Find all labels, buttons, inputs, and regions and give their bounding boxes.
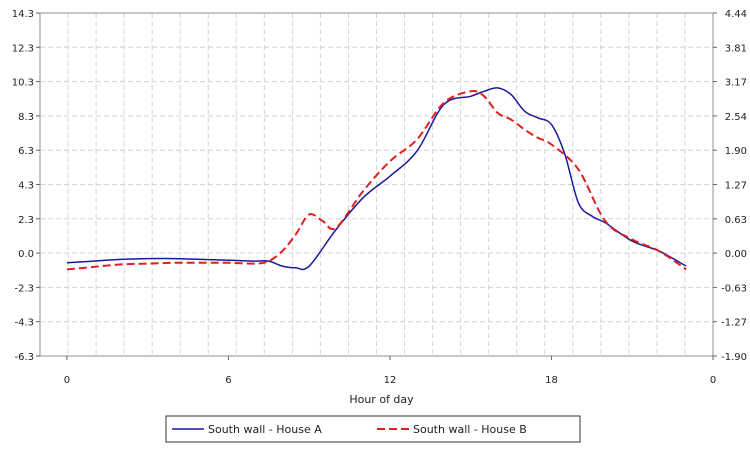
legend-label-house-a: South wall - House A [208, 423, 322, 436]
y-right-tick-label: 3.81 [725, 43, 747, 54]
y-axis-left: 14.3 12.3 10.3 8.3 6.3 4.3 2.3 0.0 -2.3 -4.3 -6.3 [12, 9, 40, 363]
series-layer [66, 87, 687, 271]
y-right-tick-label: -1.90 [721, 352, 747, 363]
legend: South wall - House A South wall - House B [165, 415, 581, 443]
y-axis-right: 4.44 3.81 3.17 2.54 1.90 1.27 0.63 0.00 -0.63 -1.… [713, 9, 747, 363]
y-right-tick-label: 4.44 [725, 9, 747, 20]
grid [40, 12, 713, 357]
y-right-tick-label: -0.63 [721, 283, 747, 294]
y-left-tick-label: 2.3 [18, 215, 34, 226]
y-right-tick-label: 3.17 [725, 78, 747, 89]
y-right-tick-label: 2.54 [725, 112, 747, 123]
x-axis: 0 6 12 18 0 [64, 356, 716, 386]
y-left-tick-label: 6.3 [18, 146, 34, 157]
x-tick-label: 12 [384, 375, 397, 386]
y-right-tick-label: 1.90 [725, 146, 747, 157]
legend-label-house-b: South wall - House B [413, 423, 527, 436]
series-line-house-a [66, 87, 687, 271]
y-right-tick-label: -1.27 [721, 318, 747, 329]
legend-box [165, 415, 581, 443]
y-right-tick-label: 0.63 [725, 215, 747, 226]
x-tick-label: 18 [545, 375, 558, 386]
y-left-tick-label: 12.3 [12, 43, 34, 54]
y-left-tick-label: -6.3 [14, 352, 34, 363]
x-tick-label: 0 [710, 375, 716, 386]
y-left-tick-label: -2.3 [14, 283, 34, 294]
y-right-tick-label: 1.27 [725, 181, 747, 192]
x-tick-label: 6 [225, 375, 231, 386]
x-axis-title: Hour of day [349, 393, 414, 406]
y-left-tick-label: 8.3 [18, 112, 34, 123]
y-left-tick-label: -4.3 [14, 318, 34, 329]
y-left-tick-label: 14.3 [12, 9, 34, 20]
series-line-house-b [66, 90, 687, 271]
y-left-tick-label: 4.3 [18, 181, 34, 192]
y-left-tick-label: 0.0 [18, 249, 34, 260]
y-right-tick-label: 0.00 [725, 249, 747, 260]
y-left-tick-label: 10.3 [12, 78, 34, 89]
x-tick-label: 0 [64, 375, 70, 386]
